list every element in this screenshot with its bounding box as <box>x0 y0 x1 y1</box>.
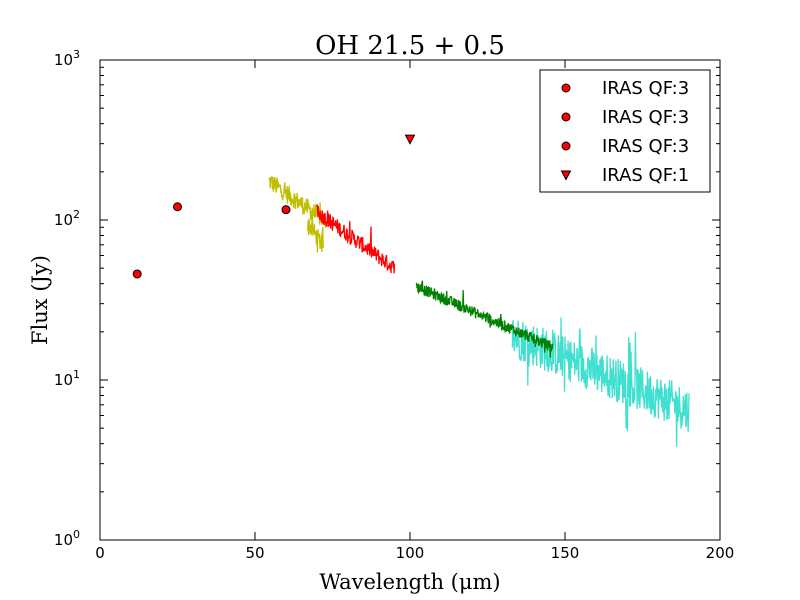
legend-label-3: IRAS QF:3 <box>602 136 689 157</box>
x-tick-label: 50 <box>245 544 264 562</box>
legend-label-1: IRAS QF:3 <box>602 78 689 99</box>
legend-marker-2 <box>561 112 571 122</box>
x-tick-label: 0 <box>95 544 105 562</box>
legend-marker-4 <box>560 170 572 181</box>
spectrum-yellow-b <box>307 207 324 253</box>
legend: IRAS QF:3 IRAS QF:3 IRAS QF:3 IRAS QF:1 <box>539 69 711 193</box>
data-point-1 <box>132 269 142 279</box>
data-point-3 <box>281 205 291 215</box>
legend-label-2: IRAS QF:3 <box>602 107 689 128</box>
x-tick-label: 100 <box>396 544 425 562</box>
spectra-layer <box>268 175 690 447</box>
legend-marker-1 <box>561 83 571 93</box>
x-tick-label: 200 <box>706 544 735 562</box>
points-layer <box>132 134 416 279</box>
data-point-2 <box>173 202 182 212</box>
legend-marker-3 <box>561 141 571 151</box>
spectrum-red <box>316 204 396 274</box>
data-point-4 <box>404 134 416 145</box>
chart-title: OH 21.5 + 0.5 <box>315 31 505 61</box>
spectrum-green <box>415 280 554 358</box>
legend-label-4: IRAS QF:1 <box>602 165 689 186</box>
y-axis-label: Flux (Jy) <box>28 255 52 345</box>
x-tick-label: 150 <box>551 544 580 562</box>
x-axis-label: Wavelength (μm) <box>319 570 500 594</box>
